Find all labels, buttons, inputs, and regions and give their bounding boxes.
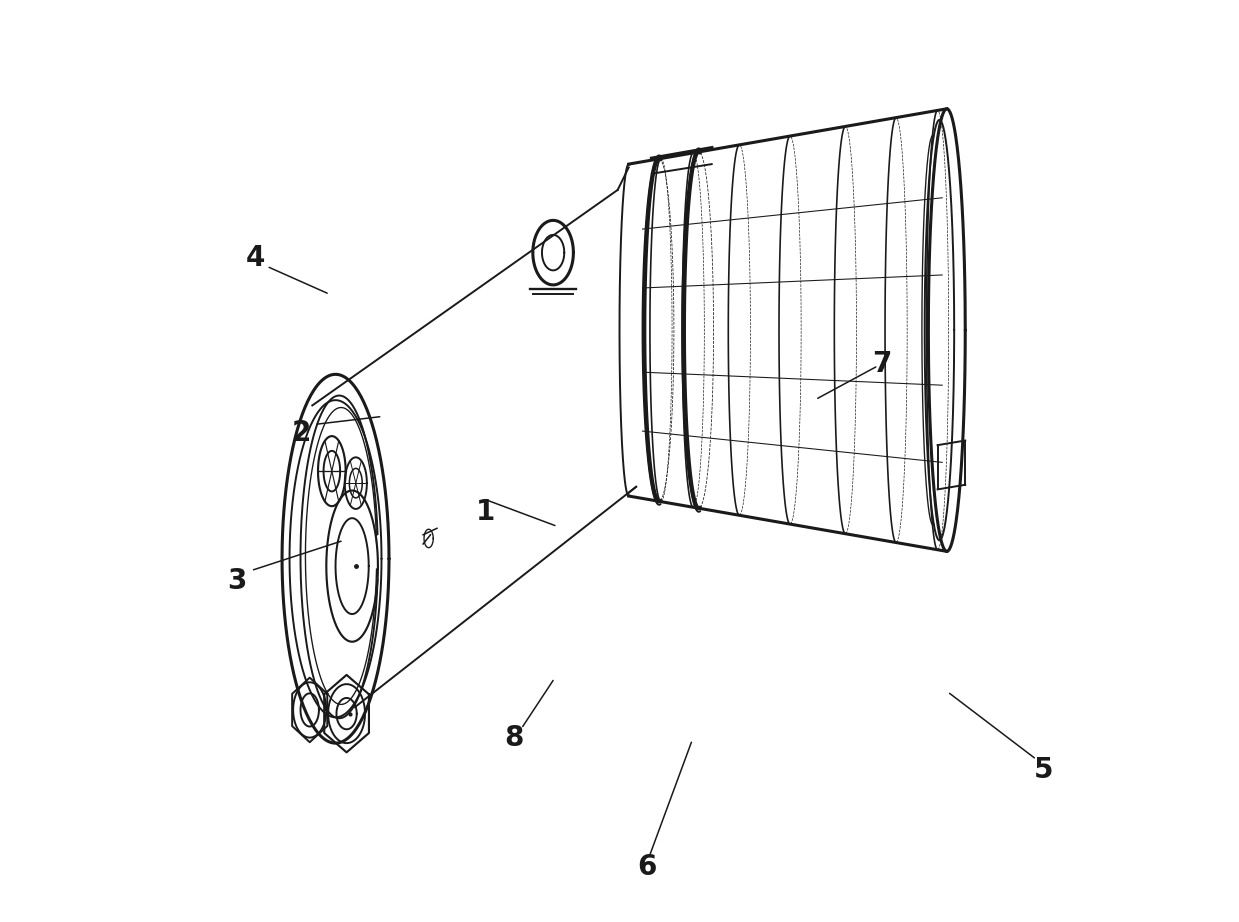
Text: 8: 8 xyxy=(504,724,523,751)
Text: 2: 2 xyxy=(291,420,311,447)
Text: 6: 6 xyxy=(638,853,657,881)
Text: 5: 5 xyxy=(1033,756,1053,784)
Text: 7: 7 xyxy=(872,350,892,378)
Text: 1: 1 xyxy=(476,498,496,526)
Text: 3: 3 xyxy=(227,567,247,595)
Text: 4: 4 xyxy=(245,244,265,272)
